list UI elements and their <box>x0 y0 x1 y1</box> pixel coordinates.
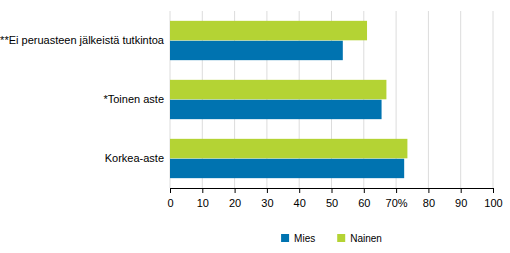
tick-label: 80 <box>423 197 435 209</box>
tick-mark <box>170 188 171 193</box>
tick: 90 <box>455 188 467 209</box>
legend-item: Nainen <box>337 233 382 244</box>
tick-mark <box>396 188 397 193</box>
tick-mark <box>428 188 429 193</box>
bars <box>170 21 407 178</box>
legend-item: Mies <box>281 233 315 244</box>
bar <box>170 41 343 60</box>
tick-mark <box>202 188 203 193</box>
tick: 60 <box>358 188 370 209</box>
tick: 10 <box>197 188 209 209</box>
grid-line <box>428 11 429 188</box>
tick: 40 <box>294 188 306 209</box>
tick: 80 <box>423 188 435 209</box>
legend-label: Nainen <box>350 233 382 244</box>
tick: 30 <box>261 188 273 209</box>
tick: 20 <box>229 188 241 209</box>
tick-mark <box>364 188 365 193</box>
tick-label: 50 <box>326 197 338 209</box>
axis-line <box>171 189 494 194</box>
tick-mark <box>461 188 462 193</box>
tick-label: 40 <box>294 197 306 209</box>
tick: 0 <box>167 188 173 209</box>
tick: Korkea-aste <box>105 152 170 164</box>
tick: 50 <box>326 188 338 209</box>
tick: *Toinen aste <box>103 93 170 105</box>
grid-line <box>460 11 461 188</box>
category-label: *Toinen aste <box>103 93 164 105</box>
tick: 70% <box>386 188 408 209</box>
bar <box>170 159 404 178</box>
tick-label: 20 <box>229 197 241 209</box>
tick: **Ei peruasteen jälkeistä tutkintoa <box>0 34 170 46</box>
category-label: Korkea-aste <box>105 152 164 164</box>
tick-label: 100 <box>484 197 502 209</box>
tick: 100 <box>484 188 502 209</box>
x-axis: 0 10 20 30 40 50 60 70% 80 90 100 <box>167 188 502 209</box>
bar <box>170 80 386 99</box>
bar <box>170 139 407 158</box>
tick-label: 60 <box>358 197 370 209</box>
legend-swatch <box>337 234 345 242</box>
tick-mark <box>235 188 236 193</box>
plot: 0 10 20 30 40 50 60 70% 80 90 100 **Ei peruasteen j… <box>0 11 503 209</box>
grid-line <box>493 11 494 188</box>
tick-mark <box>267 188 268 193</box>
tick-label: 30 <box>261 197 273 209</box>
category-label: **Ei peruasteen jälkeistä tutkintoa <box>0 34 165 46</box>
tick-mark <box>332 188 333 193</box>
legend-swatch <box>281 234 289 242</box>
bar <box>170 21 367 40</box>
tick-mark <box>493 188 494 193</box>
legend: Mies Nainen <box>281 233 382 244</box>
legend-label: Mies <box>294 233 315 244</box>
tick-label: 10 <box>197 197 209 209</box>
chart: 0 10 20 30 40 50 60 70% 80 90 100 **Ei peruasteen j… <box>0 0 510 253</box>
tick-label: 70% <box>386 197 408 209</box>
bar <box>170 100 382 119</box>
tick-label: 90 <box>455 197 467 209</box>
tick-mark <box>299 188 300 193</box>
tick-label: 0 <box>167 197 173 209</box>
y-axis: **Ei peruasteen jälkeistä tutkintoa *Toin… <box>0 34 170 164</box>
grid <box>170 11 493 188</box>
